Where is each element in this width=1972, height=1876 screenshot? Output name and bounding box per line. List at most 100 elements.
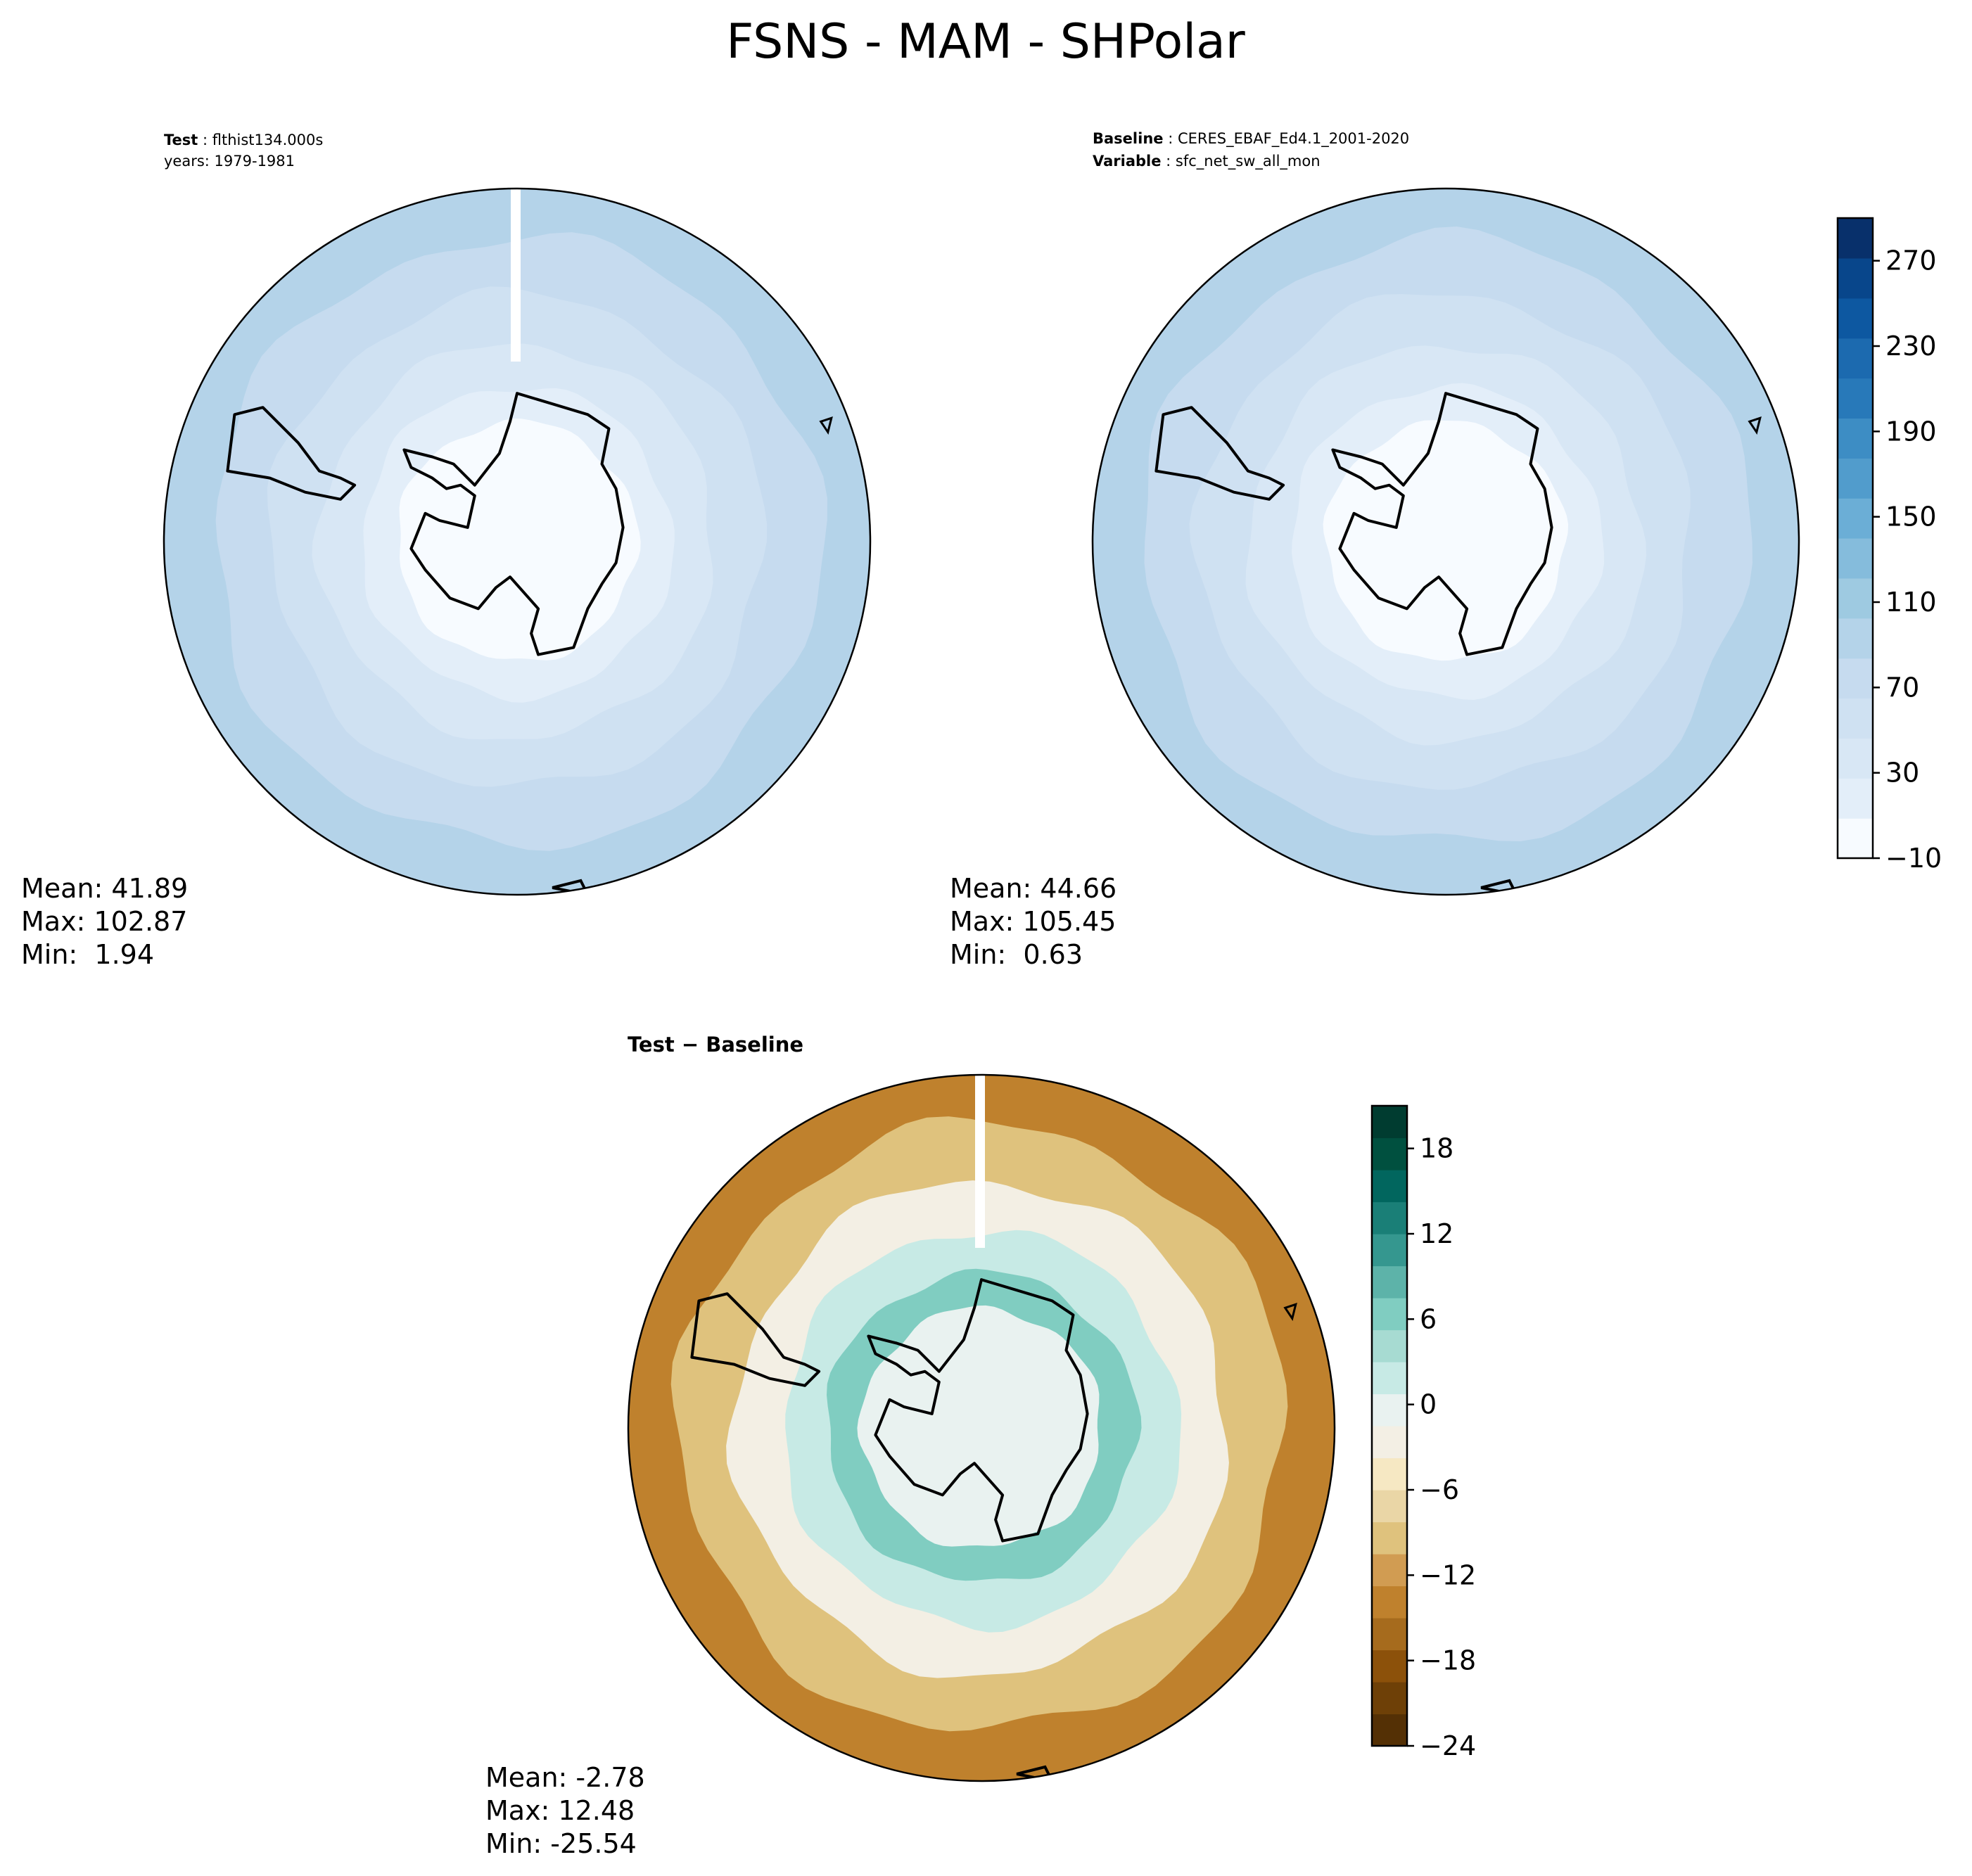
map-boundary <box>627 1073 1336 1782</box>
baseline-max: Max: 105.45 <box>950 906 1116 937</box>
test-panel: Test : flthist134.000s years: 1979-1981 … <box>21 132 872 970</box>
colorbar-segment <box>1372 1362 1407 1395</box>
colorbar-segment <box>1372 1650 1407 1683</box>
colorbar-segment <box>1372 1426 1407 1459</box>
colorbar-segment <box>1838 778 1873 819</box>
missing-data-strip <box>975 1075 985 1248</box>
test-max: Max: 102.87 <box>21 906 187 937</box>
south-america-coastline <box>1154 406 1285 501</box>
colorbar-segment <box>1838 418 1873 459</box>
map-boundary <box>163 187 872 896</box>
baseline-header-value2: sfc_net_sw_all_mon <box>1176 153 1321 170</box>
baseline-header-line1: Baseline : CERES_EBAF_Ed4.1_2001-2020 <box>1093 130 1409 148</box>
test-header-line1: Test : flthist134.000s <box>164 132 323 148</box>
baseline-header-line2: Variable : sfc_net_sw_all_mon <box>1093 153 1321 170</box>
colorbar-segment <box>1372 1329 1407 1363</box>
difference-mean: Mean: -2.78 <box>485 1762 645 1793</box>
colorbar-segment <box>1838 298 1873 339</box>
south-america-coastline <box>226 406 357 501</box>
colorbar-tick-label: 30 <box>1885 758 1919 789</box>
colorbar-segment <box>1372 1618 1407 1651</box>
colorbar-segment <box>1372 1201 1407 1234</box>
colorbar-segment <box>1838 658 1873 699</box>
colorbar-tick-label: −10 <box>1885 843 1942 874</box>
colorbar-tick-label: 150 <box>1885 502 1937 532</box>
colorbar-tick-label: 110 <box>1885 587 1937 618</box>
colorbar-segment <box>1372 1265 1407 1298</box>
colorbar-segment <box>1838 378 1873 419</box>
colorbar-segment <box>1372 1298 1407 1331</box>
test-header-label: Test <box>164 132 198 148</box>
test-map <box>163 187 872 896</box>
missing-data-strip <box>511 189 521 362</box>
difference-min: Min: -25.54 <box>485 1828 637 1859</box>
antarctica-coastline <box>402 392 625 656</box>
colorbar-segment <box>1372 1521 1407 1555</box>
colorbar-segment <box>1372 1137 1407 1170</box>
colorbar-segment <box>1838 498 1873 539</box>
colorbar-segment <box>1372 1554 1407 1587</box>
difference-max: Max: 12.48 <box>485 1795 635 1826</box>
antarctica-coastline <box>1331 392 1553 656</box>
test-header-value: flthist134.000s <box>212 132 324 148</box>
difference-header: Test − Baseline <box>628 1033 803 1057</box>
colorbar-segment <box>1372 1393 1407 1427</box>
baseline-header-label2: Variable <box>1093 153 1161 170</box>
south-america-coastline <box>690 1292 821 1387</box>
colorbar-segment <box>1372 1457 1407 1491</box>
island-coastline <box>819 416 833 435</box>
baseline-header-value: CERES_EBAF_Ed4.1_2001-2020 <box>1178 130 1409 148</box>
colorbar-segment <box>1838 578 1873 619</box>
colorbar-tick-label: 6 <box>1420 1303 1437 1334</box>
difference-map <box>627 1073 1336 1782</box>
island-coastline <box>1283 1303 1297 1322</box>
colorbar-segment <box>1372 1106 1407 1139</box>
colorbar-segment <box>1372 1170 1407 1203</box>
colorbar-segment <box>1838 458 1873 499</box>
colorbar-segment <box>1838 257 1873 299</box>
colorbar-tick-label: 270 <box>1885 245 1937 276</box>
difference-colorbar: 18 12 6 0 −6 −12 −18 −24 <box>1370 1104 1476 1761</box>
colorbar-frame <box>1370 1104 1408 1747</box>
figure-title: FSNS - MAM - SHPolar <box>726 14 1245 70</box>
colorbar-segment <box>1372 1585 1407 1619</box>
baseline-colorbar: 270 230 190 150 110 70 30 −10 <box>1836 217 1942 874</box>
field-band-continent <box>399 419 641 661</box>
colorbar-tick-label: 18 <box>1420 1133 1453 1164</box>
map-field <box>1093 189 1799 895</box>
map-field <box>164 189 870 895</box>
baseline-header-label: Baseline <box>1093 130 1164 147</box>
colorbar-segment <box>1838 218 1873 259</box>
map-field <box>628 1075 1335 1781</box>
colorbar-segment <box>1372 1490 1407 1523</box>
colorbar-frame <box>1836 217 1874 860</box>
baseline-mean: Mean: 44.66 <box>950 873 1117 904</box>
baseline-header-separator-1: : <box>1164 130 1178 147</box>
map-boundary <box>1091 187 1800 896</box>
colorbar-segment <box>1372 1714 1407 1747</box>
colorbar-tick-label: 190 <box>1885 416 1937 447</box>
colorbar-segment <box>1838 698 1873 739</box>
test-min: Min: 1.94 <box>21 939 154 970</box>
colorbar-tick-label: −12 <box>1420 1559 1476 1590</box>
colorbar-segment <box>1838 338 1873 379</box>
baseline-min: Min: 0.63 <box>950 939 1083 970</box>
colorbar-tick-label: 0 <box>1420 1389 1437 1420</box>
test-mean: Mean: 41.89 <box>21 873 188 904</box>
colorbar-tick-label: −24 <box>1420 1730 1476 1761</box>
colorbar-segment <box>1838 618 1873 659</box>
baseline-map <box>1091 187 1800 896</box>
colorbar-segment <box>1838 818 1873 859</box>
test-header-line2: years: 1979-1981 <box>164 153 295 170</box>
colorbar-segment <box>1372 1682 1407 1715</box>
difference-panel: Test − Baseline Mean: -2.78 Max: 12.48 M… <box>485 1033 1476 1859</box>
colorbar-tick-label: 230 <box>1885 331 1937 362</box>
baseline-header-separator-2: : <box>1161 153 1175 170</box>
colorbar-tick-label: 12 <box>1420 1218 1453 1249</box>
colorbar-segment <box>1838 538 1873 579</box>
colorbar-segment <box>1372 1234 1407 1267</box>
baseline-panel: Baseline : CERES_EBAF_Ed4.1_2001-2020 Va… <box>950 130 1942 970</box>
colorbar-tick-label: −18 <box>1420 1645 1476 1676</box>
antarctica-coastline <box>867 1278 1089 1543</box>
